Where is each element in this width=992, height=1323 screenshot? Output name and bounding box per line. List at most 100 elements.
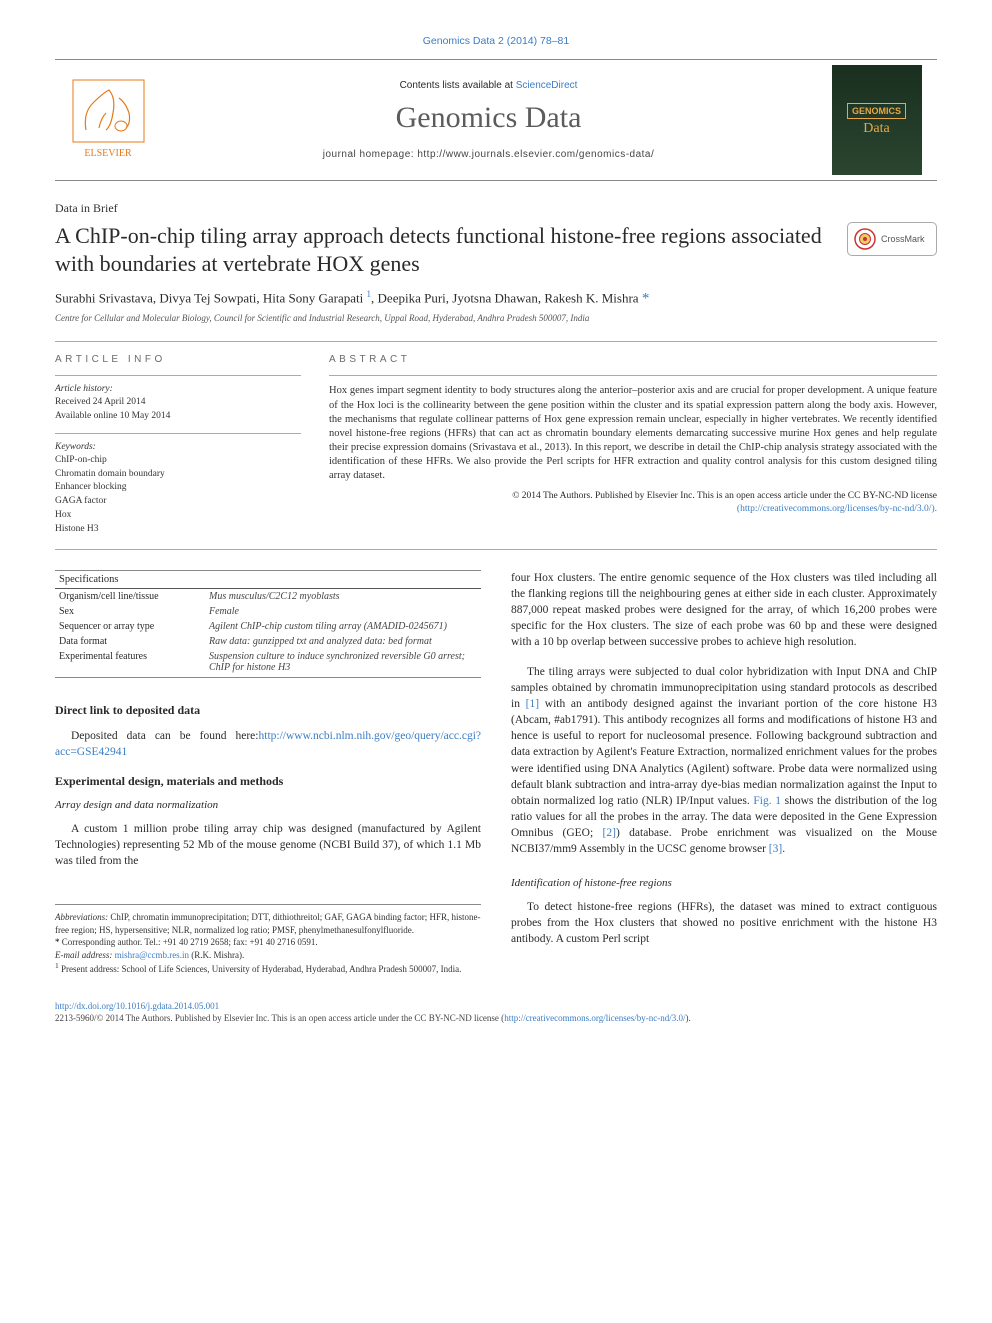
column-right: four Hox clusters. The entire genomic se… (511, 570, 937, 976)
abstract-text: Hox genes impart segment identity to bod… (329, 384, 937, 483)
column-left: Specifications Organism/cell line/tissue… (55, 570, 481, 976)
table-row: Sequencer or array typeAgilent ChIP-chip… (55, 619, 481, 634)
keyword-item: Chromatin domain boundary (55, 468, 301, 482)
publisher-logo-wrap: ELSEVIER (63, 70, 153, 170)
col2-p1: four Hox clusters. The entire genomic se… (511, 570, 937, 650)
affiliation: Centre for Cellular and Molecular Biolog… (55, 313, 937, 323)
table-row: Organism/cell line/tissueMus musculus/C2… (55, 588, 481, 604)
spec-value: Suspension culture to induce synchronize… (205, 649, 481, 678)
present-text: Present address: School of Life Sciences… (59, 964, 462, 974)
spec-key: Data format (55, 634, 205, 649)
spec-key: Sex (55, 604, 205, 619)
ref-3[interactable]: [3] (769, 843, 782, 855)
masthead: ELSEVIER Contents lists available at Sci… (55, 59, 937, 181)
elsevier-logo: ELSEVIER (71, 78, 146, 163)
sciencedirect-link[interactable]: ScienceDirect (516, 80, 578, 91)
abbreviations-line: Abbreviations: ChIP, chromatin immunopre… (55, 911, 481, 936)
cover-line1: GENOMICS (847, 103, 906, 119)
email-label: E-mail address: (55, 950, 115, 960)
hfr-subheading: Identification of histone-free regions (511, 877, 937, 889)
keyword-item: Enhancer blocking (55, 481, 301, 495)
col2-p2-e: . (782, 843, 785, 855)
issn-suffix: ). (685, 1013, 690, 1023)
journal-name: Genomics Data (153, 101, 824, 135)
corr-text: Corresponding author. Tel.: +91 40 2719 … (62, 937, 318, 947)
journal-cover: GENOMICS Data (832, 65, 922, 175)
spec-key: Experimental features (55, 649, 205, 678)
abstract-label: ABSTRACT (329, 354, 937, 365)
col2-p2-b: with an antibody designed against the in… (511, 698, 937, 807)
article-info-label: ARTICLE INFO (55, 354, 301, 365)
copyright-line: © 2014 The Authors. Published by Elsevie… (329, 490, 937, 517)
crossmark-icon (854, 228, 876, 250)
keyword-item: Histone H3 (55, 523, 301, 537)
contents-prefix: Contents lists available at (400, 80, 516, 91)
authors: Surabhi Srivastava, Divya Tej Sowpati, H… (55, 289, 937, 307)
spec-key: Sequencer or array type (55, 619, 205, 634)
journal-cover-wrap: GENOMICS Data (824, 70, 929, 170)
keyword-item: Hox (55, 509, 301, 523)
abbrev-text: ChIP, chromatin immunoprecipitation; DTT… (55, 912, 480, 935)
deposited-text: Deposited data can be found here:http://… (55, 728, 481, 760)
footnotes: Abbreviations: ChIP, chromatin immunopre… (55, 904, 481, 976)
crossmark-badge[interactable]: CrossMark (847, 222, 937, 256)
homepage-url: http://www.journals.elsevier.com/genomic… (417, 149, 654, 160)
body-columns: Specifications Organism/cell line/tissue… (55, 570, 937, 976)
spec-value: Raw data: gunzipped txt and analyzed dat… (205, 634, 481, 649)
table-row: Experimental featuresSuspension culture … (55, 649, 481, 678)
present-address-line: 1 Present address: School of Life Scienc… (55, 961, 481, 976)
specifications-table: Specifications Organism/cell line/tissue… (55, 570, 481, 678)
article-type: Data in Brief (55, 201, 937, 216)
spec-value: Female (205, 604, 481, 619)
fig-1-link[interactable]: Fig. 1 (753, 795, 781, 807)
article-info-left: ARTICLE INFO Article history: Received 2… (55, 342, 315, 548)
col2-p2: The tiling arrays were subjected to dual… (511, 664, 937, 857)
homepage-prefix: journal homepage: (323, 149, 418, 160)
keywords-list: ChIP-on-chipChromatin domain boundaryEnh… (55, 454, 301, 537)
copyright-text: © 2014 The Authors. Published by Elsevie… (512, 491, 937, 501)
corresponding-star: * (642, 290, 650, 306)
deposited-prefix: Deposited data can be found here: (71, 730, 259, 742)
history-text: Received 24 April 2014 Available online … (55, 396, 301, 423)
authors-part2: , Deepika Puri, Jyotsna Dhawan, Rakesh K… (371, 290, 642, 305)
issn-line: 2213-5960/© 2014 The Authors. Published … (55, 1013, 937, 1023)
array-subheading: Array design and data normalization (55, 799, 481, 811)
issn-prefix: 2213-5960/© 2014 The Authors. Published … (55, 1013, 504, 1023)
cover-line2: Data (863, 121, 889, 137)
authors-part1: Surabhi Srivastava, Divya Tej Sowpati, H… (55, 290, 367, 305)
bottom-license-link[interactable]: http://creativecommons.org/licenses/by-n… (504, 1013, 685, 1023)
svg-text:ELSEVIER: ELSEVIER (84, 148, 132, 159)
ref-2[interactable]: [2] (603, 827, 616, 839)
crossmark-label: CrossMark (881, 234, 925, 244)
doi-link[interactable]: http://dx.doi.org/10.1016/j.gdata.2014.0… (55, 1001, 219, 1011)
citation-link[interactable]: Genomics Data 2 (2014) 78–81 (423, 35, 570, 47)
hfr-p1: To detect histone-free regions (HFRs), t… (511, 899, 937, 947)
keyword-item: ChIP-on-chip (55, 454, 301, 468)
email-line: E-mail address: mishra@ccmb.res.in (R.K.… (55, 949, 481, 962)
table-row: SexFemale (55, 604, 481, 619)
keywords-label: Keywords: (55, 442, 301, 452)
array-p1: A custom 1 million probe tiling array ch… (55, 821, 481, 869)
corr-star: * (55, 937, 62, 947)
spec-key: Organism/cell line/tissue (55, 588, 205, 604)
contents-line: Contents lists available at ScienceDirec… (153, 80, 824, 91)
article-info-row: ARTICLE INFO Article history: Received 2… (55, 341, 937, 549)
email-link[interactable]: mishra@ccmb.res.in (115, 950, 189, 960)
citation-header: Genomics Data 2 (2014) 78–81 (55, 35, 937, 47)
corresponding-line: * Corresponding author. Tel.: +91 40 271… (55, 936, 481, 949)
license-link[interactable]: (http://creativecommons.org/licenses/by-… (737, 504, 937, 514)
abstract-block: ABSTRACT Hox genes impart segment identi… (315, 342, 937, 548)
exp-heading: Experimental design, materials and metho… (55, 774, 481, 789)
table-row: Data formatRaw data: gunzipped txt and a… (55, 634, 481, 649)
deposited-heading: Direct link to deposited data (55, 703, 481, 718)
bottom-bar: http://dx.doi.org/10.1016/j.gdata.2014.0… (55, 1001, 937, 1023)
history-label: Article history: (55, 384, 301, 394)
keyword-item: GAGA factor (55, 495, 301, 509)
article-title: A ChIP-on-chip tiling array approach det… (55, 222, 837, 277)
spec-value: Agilent ChIP-chip custom tiling array (A… (205, 619, 481, 634)
ref-1[interactable]: [1] (526, 698, 539, 710)
journal-homepage: journal homepage: http://www.journals.el… (153, 149, 824, 160)
masthead-center: Contents lists available at ScienceDirec… (153, 80, 824, 160)
spec-header: Specifications (55, 570, 481, 588)
email-suffix: (R.K. Mishra). (189, 950, 244, 960)
